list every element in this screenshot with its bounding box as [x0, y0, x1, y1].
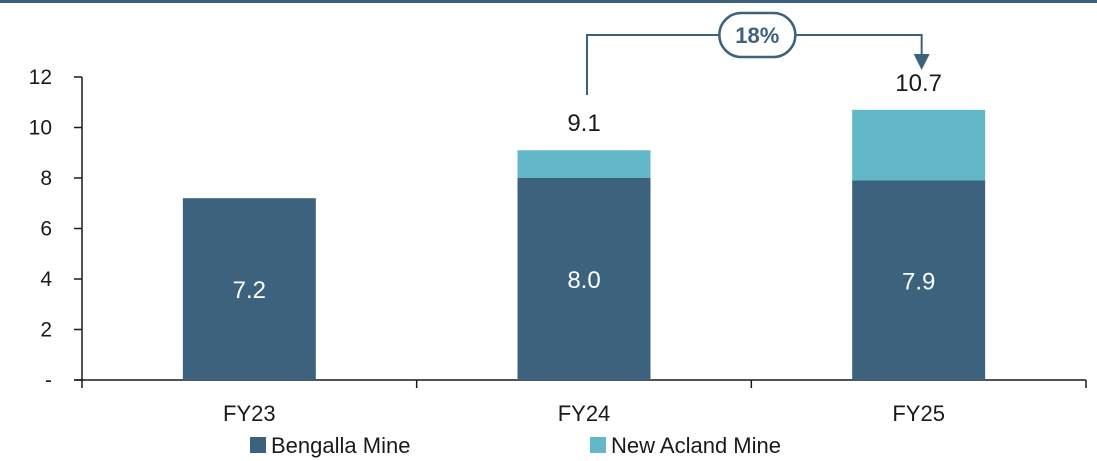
bar-segment-fy24-bengalla-mine — [517, 178, 651, 380]
plot-area: - 2 4 6 8 10 12 7.2 FY23 8.0 9.1 FY24 7.9 10.7 FY25 — [29, 66, 1087, 426]
legend-swatch-new-acland-mine — [590, 437, 606, 453]
growth-arrowhead — [913, 54, 930, 70]
y-tick-label: 6 — [40, 218, 52, 241]
y-tick-label: 4 — [40, 268, 52, 291]
y-tick-label: - — [45, 369, 52, 392]
x-category-label: FY24 — [558, 401, 611, 426]
bar-total-label: 9.1 — [567, 110, 600, 137]
bar-segment-fy25-new-acland-mine — [852, 109, 986, 181]
y-tick-label: 12 — [29, 66, 52, 89]
bar-segment-value-label: 8.0 — [567, 267, 600, 294]
chart-legend: Bengalla Mine New Acland Mine — [250, 433, 781, 458]
growth-percentage-label: 18% — [735, 23, 779, 48]
y-tick-label: 10 — [29, 117, 52, 140]
x-category-label: FY23 — [223, 401, 276, 426]
y-tick-label: 8 — [40, 167, 52, 190]
legend-swatch-bengalla-mine — [250, 437, 266, 453]
bar-segment-fy25-bengalla-mine — [852, 180, 986, 380]
bar-total-label: 10.7 — [895, 70, 942, 97]
growth-badge — [718, 11, 797, 59]
bar-segment-value-label: 7.2 — [233, 277, 266, 304]
bar-segment-value-label: 7.9 — [902, 268, 935, 295]
legend-label-new-acland-mine: New Acland Mine — [611, 433, 781, 458]
bar-segment-fy24-new-acland-mine — [517, 150, 651, 178]
growth-annotation: 18% — [586, 11, 930, 95]
bar-segment-fy23-bengalla-mine — [182, 198, 316, 380]
y-tick-label: 2 — [40, 319, 52, 342]
x-category-label: FY25 — [892, 401, 945, 426]
legend-label-bengalla-mine: Bengalla Mine — [271, 433, 410, 458]
